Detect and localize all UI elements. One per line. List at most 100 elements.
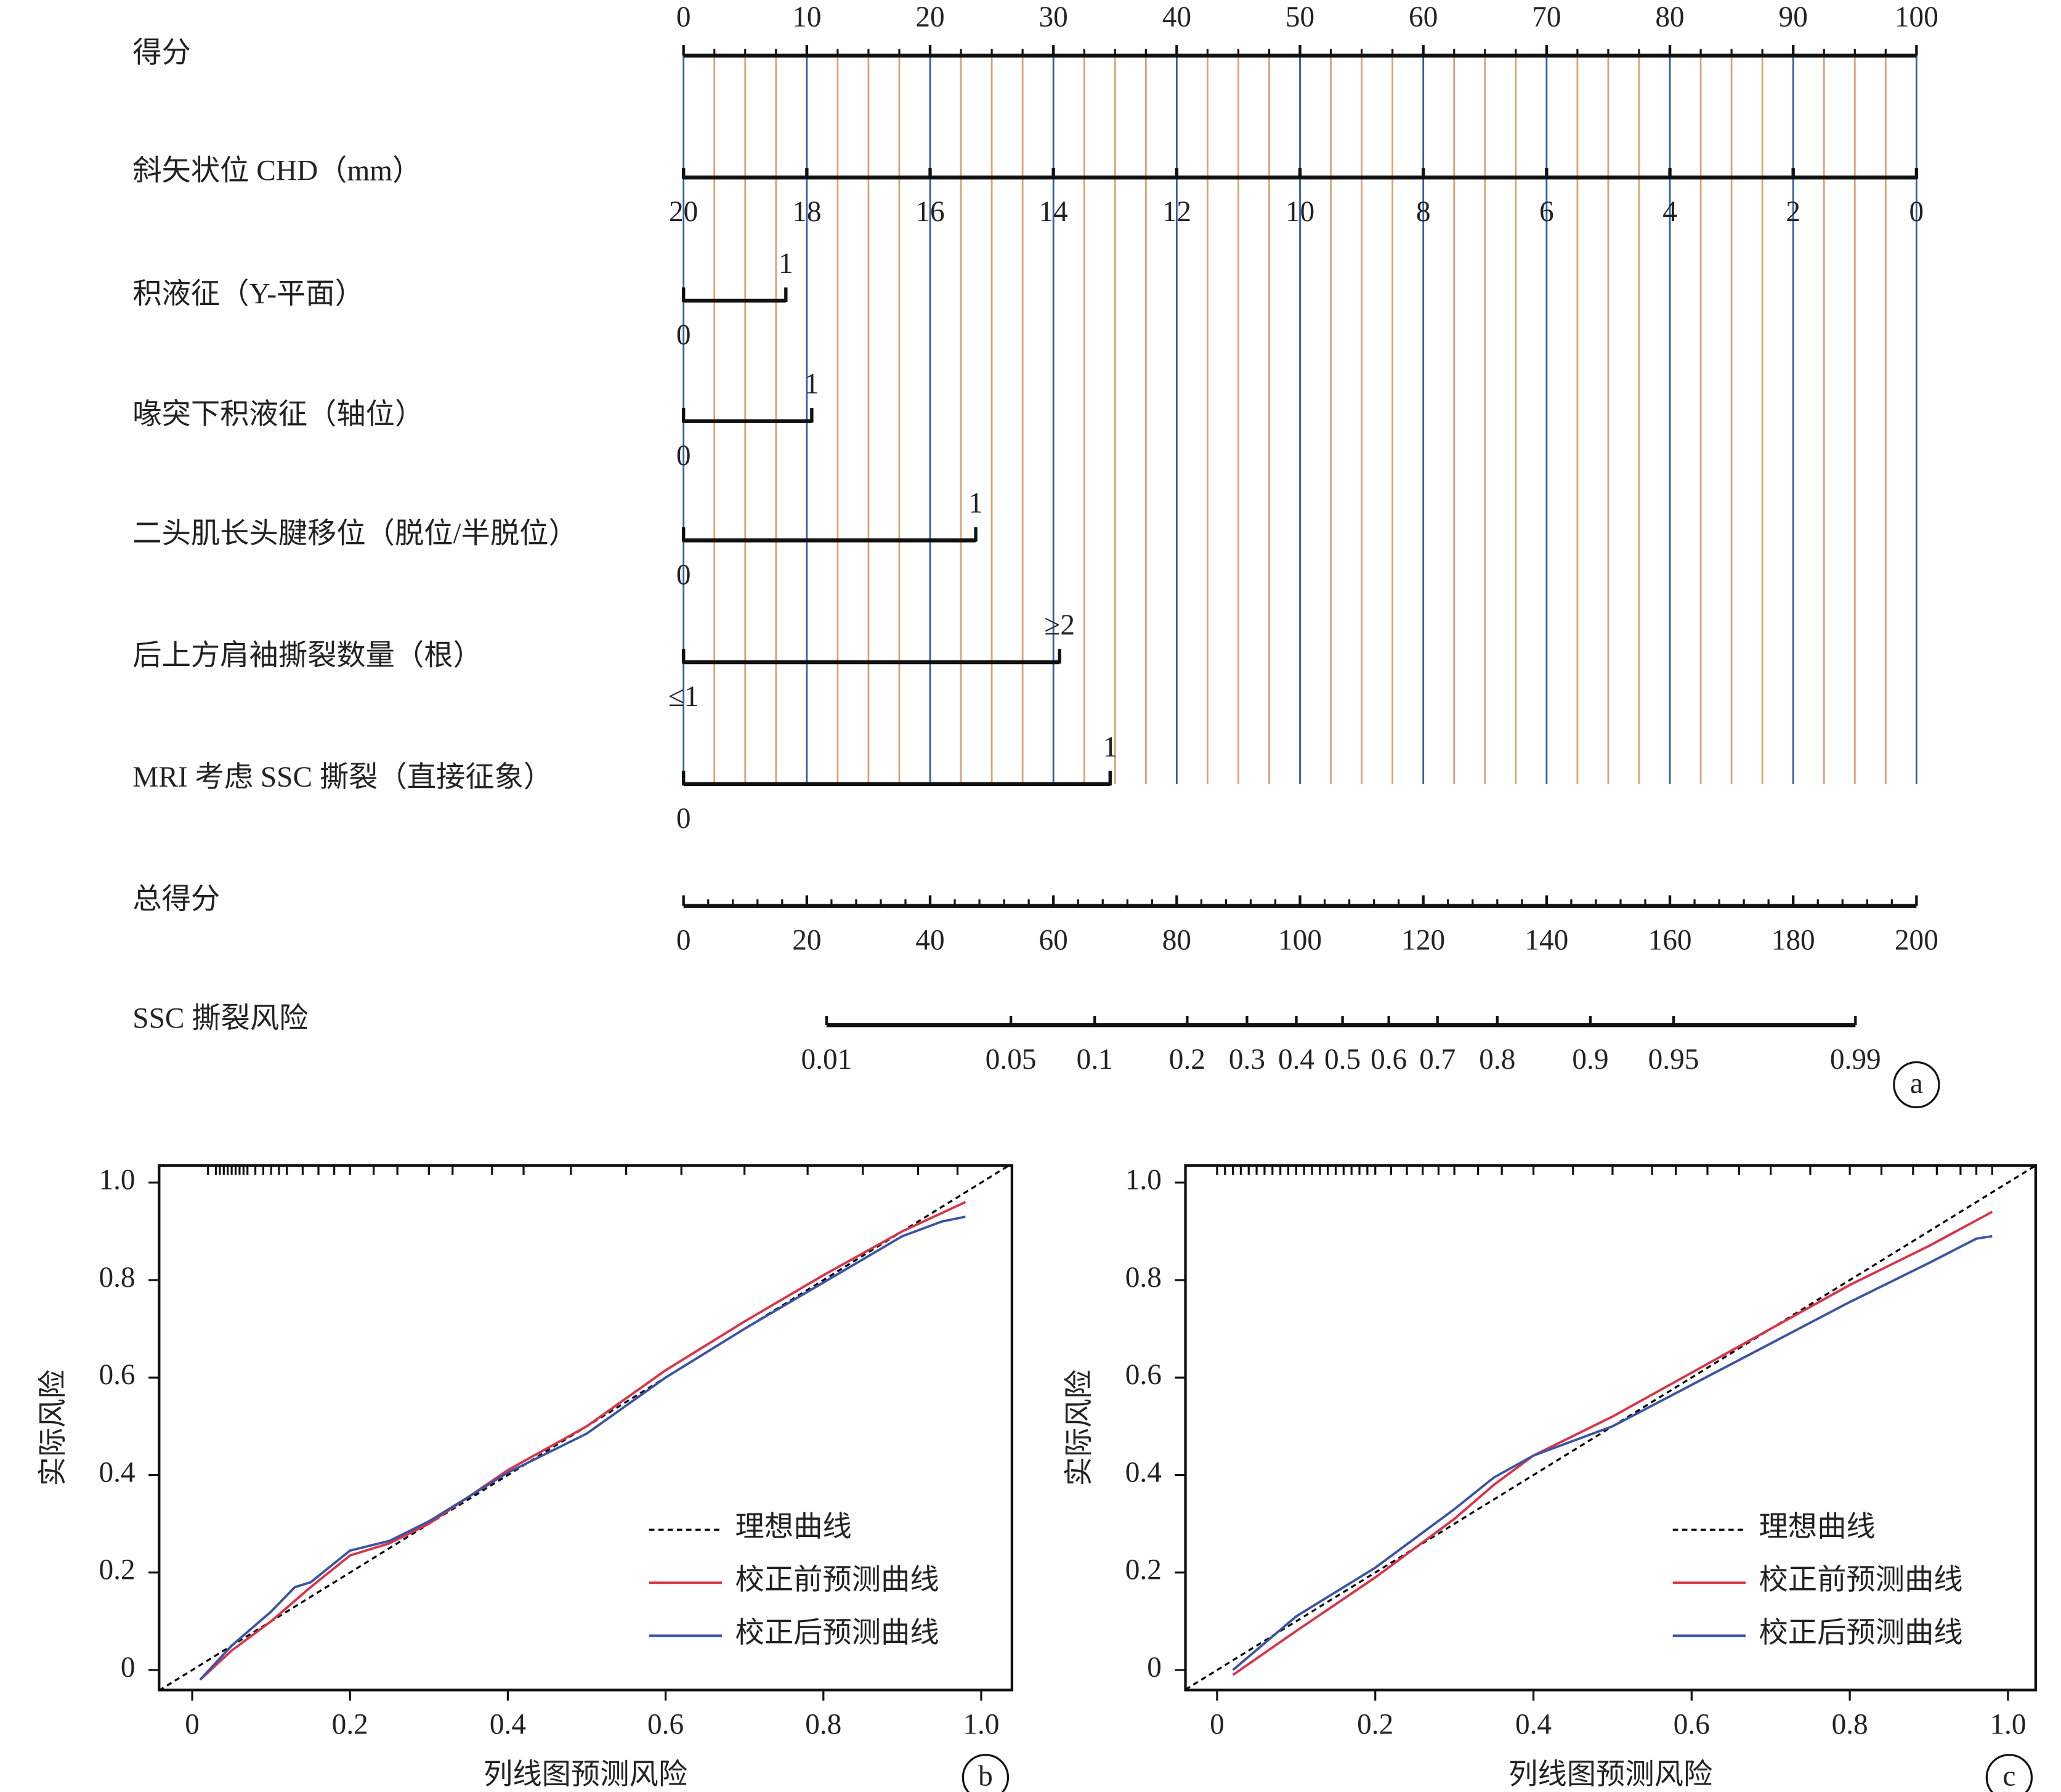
- level-label: 1: [968, 487, 983, 519]
- level-label: 2: [1786, 196, 1800, 228]
- risk-label: 0.6: [1371, 1044, 1407, 1076]
- level-label: ≥2: [1044, 609, 1075, 641]
- variable-label: 喙突下积液征（轴位）: [132, 399, 424, 431]
- axis-label: 总得分: [132, 883, 220, 915]
- x-tick-label: 0: [1210, 1709, 1225, 1741]
- risk-label: 0.2: [1169, 1044, 1205, 1076]
- x-tick-label: 1.0: [1990, 1709, 2026, 1741]
- x-axis-label: 列线图预测风险: [484, 1759, 687, 1791]
- tick-label: 100: [1895, 1, 1938, 33]
- level-label: 10: [1286, 196, 1314, 228]
- level-label: 4: [1662, 196, 1677, 228]
- panel-label-circle: [962, 1754, 1010, 1792]
- level-label: 0: [676, 559, 691, 591]
- tick-label: 120: [1401, 925, 1445, 957]
- level-label: 12: [1162, 196, 1191, 228]
- x-tick-label: 0.8: [1832, 1709, 1868, 1741]
- level-label: 6: [1539, 196, 1554, 228]
- level-label: 16: [915, 196, 944, 228]
- risk-label: 0.8: [1479, 1044, 1515, 1076]
- tick-label: 0: [676, 1, 691, 33]
- level-label: 14: [1039, 196, 1068, 228]
- risk-label: 0.5: [1324, 1044, 1361, 1076]
- legend-label: 理想曲线: [1759, 1511, 1876, 1543]
- risk-label: 0.3: [1229, 1044, 1265, 1076]
- legend-label: 校正后预测曲线: [1759, 1617, 1963, 1649]
- tick-label: 60: [1409, 1, 1438, 33]
- level-label: 0: [676, 319, 691, 351]
- variable-label: 二头肌长头腱移位（脱位/半脱位）: [132, 518, 578, 550]
- y-tick-label: 1.0: [1125, 1164, 1162, 1196]
- series-line: [1232, 1210, 1993, 1676]
- panel-label-circle: [1985, 1754, 2033, 1792]
- panel-label: c: [2002, 1760, 2015, 1792]
- x-tick-label: 0.4: [490, 1709, 526, 1741]
- x-tick-label: 0.2: [1357, 1709, 1393, 1741]
- tick-label: 0: [676, 925, 691, 957]
- tick-label: 90: [1779, 1, 1808, 33]
- level-label: 0: [676, 803, 691, 835]
- level-label: 20: [669, 196, 698, 228]
- legend-label: 校正前预测曲线: [1759, 1564, 1963, 1596]
- risk-label: 0.1: [1077, 1044, 1113, 1076]
- tick-label: 140: [1524, 925, 1568, 957]
- y-tick-label: 0.4: [99, 1456, 135, 1488]
- variable-label: MRI 考虑 SSC 撕裂（直接征象）: [132, 761, 553, 793]
- level-label: 0: [1909, 196, 1924, 228]
- risk-label: 0.4: [1278, 1044, 1314, 1076]
- variable-label: 斜矢状位 CHD（mm）: [132, 155, 421, 187]
- tick-label: 70: [1532, 1, 1561, 33]
- level-label: ≤1: [668, 681, 699, 713]
- series-line: [199, 1215, 966, 1681]
- tick-label: 30: [1039, 1, 1068, 33]
- x-tick-label: 0.4: [1515, 1709, 1552, 1741]
- panel-label: a: [1910, 1068, 1923, 1100]
- level-label: 1: [1103, 731, 1117, 763]
- y-tick-label: 1.0: [99, 1164, 135, 1196]
- risk-label: 0.99: [1830, 1044, 1881, 1076]
- y-axis-label: 实际风险: [37, 1369, 69, 1486]
- y-tick-label: 0.6: [99, 1359, 135, 1391]
- y-tick-label: 0.6: [1125, 1359, 1162, 1391]
- panel-label: b: [978, 1760, 993, 1792]
- risk-label: 0.05: [986, 1044, 1037, 1076]
- y-tick-label: 0.8: [1125, 1262, 1162, 1294]
- y-axis-label: 实际风险: [1064, 1369, 1096, 1486]
- plot-frame: [158, 1164, 1014, 1692]
- y-tick-label: 0.4: [1125, 1456, 1162, 1488]
- tick-label: 40: [915, 925, 944, 957]
- tick-label: 20: [792, 925, 821, 957]
- variable-label: 积液征（Y-平面）: [132, 278, 364, 310]
- level-label: 1: [779, 248, 793, 280]
- risk-label: 0.7: [1419, 1044, 1456, 1076]
- risk-label: 0.95: [1648, 1044, 1699, 1076]
- level-label: 0: [676, 440, 691, 472]
- x-tick-label: 0.6: [1674, 1709, 1710, 1741]
- level-label: 18: [792, 196, 821, 228]
- tick-label: 60: [1039, 925, 1068, 957]
- y-tick-label: 0.2: [1125, 1554, 1162, 1586]
- tick-label: 80: [1655, 1, 1684, 33]
- x-tick-label: 0.6: [647, 1709, 684, 1741]
- tick-label: 50: [1286, 1, 1314, 33]
- level-label: 1: [804, 368, 819, 400]
- tick-label: 10: [792, 1, 821, 33]
- x-tick-label: 0.2: [332, 1709, 368, 1741]
- y-tick-label: 0: [1147, 1652, 1162, 1684]
- risk-label: 0.9: [1572, 1044, 1608, 1076]
- tick-label: 160: [1648, 925, 1692, 957]
- x-tick-label: 0: [185, 1709, 200, 1741]
- axis-label: 得分: [132, 37, 191, 69]
- tick-label: 80: [1162, 925, 1191, 957]
- legend-label: 理想曲线: [735, 1511, 852, 1543]
- plot-frame: [1184, 1164, 2038, 1692]
- tick-label: 20: [915, 1, 944, 33]
- y-tick-label: 0.2: [99, 1554, 135, 1586]
- series-line: [199, 1201, 966, 1681]
- axis-label: SSC 撕裂风险: [132, 1003, 308, 1035]
- level-label: 8: [1416, 196, 1431, 228]
- x-axis-label: 列线图预测风险: [1508, 1759, 1712, 1791]
- variable-label: 后上方肩袖撕裂数量（根）: [132, 639, 482, 671]
